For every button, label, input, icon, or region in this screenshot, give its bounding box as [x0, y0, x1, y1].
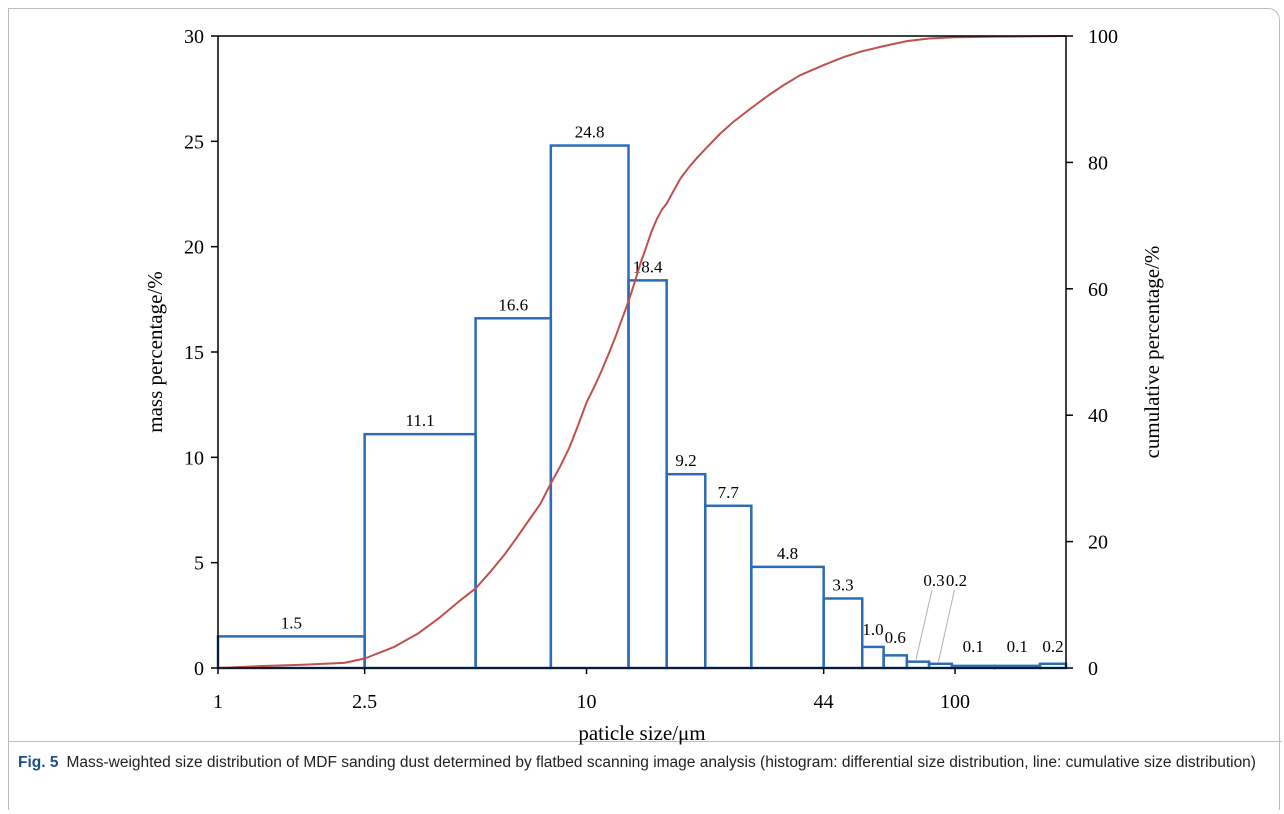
histogram-bar-7 [704, 504, 753, 670]
y2-tick-label-80: 80 [1088, 152, 1108, 174]
histogram-bar-12 [905, 660, 931, 670]
bar-value-label-10: 1.0 [862, 620, 883, 639]
bar-value-label-8: 4.8 [777, 544, 798, 563]
y-tick-label-15: 15 [184, 342, 204, 364]
histogram-bar-8 [750, 565, 825, 670]
x-axis-title: paticle size/μm [578, 721, 705, 745]
y-tick-label-25: 25 [184, 131, 204, 153]
caption-divider [8, 741, 1282, 742]
x-tick-label-44: 44 [814, 691, 834, 713]
y2-tick-label-100: 100 [1088, 26, 1118, 48]
x-tick-label-100: 100 [940, 691, 970, 713]
y2-tick-label-20: 20 [1088, 532, 1108, 554]
x-tick-label-1: 1 [213, 691, 223, 713]
bar-value-label-9: 3.3 [832, 575, 853, 594]
histogram-bar-6 [665, 472, 707, 670]
bar-value-label-13: 0.2 [946, 571, 967, 590]
caption-text: Mass-weighted size distribution of MDF s… [66, 754, 1256, 771]
histogram-bar-11 [882, 654, 909, 670]
bar-value-label-1: 1.5 [281, 613, 302, 632]
figure-caption: Fig. 5 Mass-weighted size distribution of… [18, 752, 1258, 774]
bar-label-leader-13 [937, 589, 955, 662]
y2-tick-label-60: 60 [1088, 279, 1108, 301]
figure-frame [8, 8, 1280, 810]
bar-value-label-14: 0.1 [963, 637, 984, 656]
histogram-bar-5 [627, 279, 668, 670]
histogram-bar-9 [822, 597, 864, 670]
y2-tick-label-40: 40 [1088, 405, 1108, 427]
y2-tick-label-0: 0 [1088, 658, 1098, 680]
bar-value-label-12: 0.3 [923, 571, 944, 590]
bar-value-label-4: 24.8 [575, 123, 605, 142]
y2-axis-title: cumulative percentage/% [1140, 246, 1164, 459]
plot-area: 1.511.116.624.818.49.27.74.83.31.0 0.60.3… [184, 26, 1118, 713]
cumulative-line [217, 35, 1067, 669]
y-tick-label-20: 20 [184, 237, 204, 259]
histogram-bar-10 [861, 645, 885, 670]
bar-value-label-3: 16.6 [498, 295, 528, 314]
y-axis-title: mass percentage/% [143, 271, 167, 433]
y-tick-label-30: 30 [184, 26, 204, 48]
x-tick-label-2.5: 2.5 [352, 691, 377, 713]
figure-number: Fig. 5 [18, 754, 59, 771]
y-tick-label-5: 5 [194, 553, 204, 575]
y-tick-label-0: 0 [194, 658, 204, 680]
bar-value-label-15: 0.1 [1007, 637, 1028, 656]
histogram-bar-4 [549, 144, 630, 670]
size-distribution-chart: 1.511.116.624.818.49.27.74.83.31.0 0.60.3… [143, 26, 1164, 745]
y-tick-label-10: 10 [184, 447, 204, 469]
histogram-bar-3 [474, 317, 553, 670]
bar-value-label-7: 7.7 [718, 483, 740, 502]
bar-label-leader-12 [915, 589, 933, 660]
x-tick-label-10: 10 [577, 691, 597, 713]
bar-value-label-16: 0.2 [1042, 637, 1063, 656]
bar-value-label-6: 9.2 [675, 451, 696, 470]
bar-value-label-2: 11.1 [406, 411, 435, 430]
bar-value-label-11: 0.6 [885, 628, 906, 647]
